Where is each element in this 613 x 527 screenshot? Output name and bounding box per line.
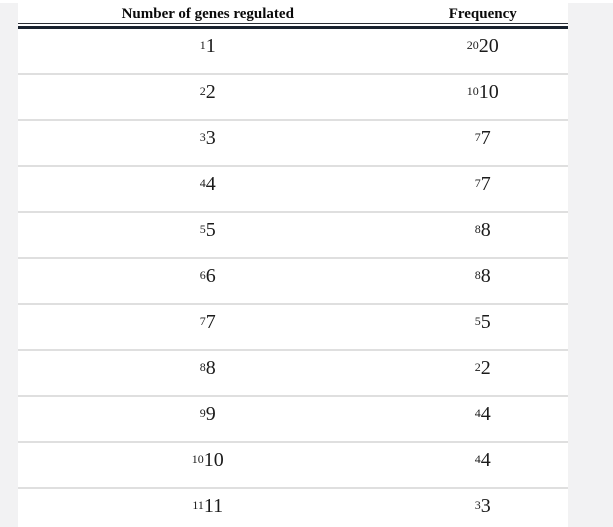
frequency-value-small: 20	[466, 38, 479, 52]
frequency-value-small: 3	[474, 498, 481, 512]
frequency-value: 20	[478, 35, 499, 57]
frequency-value-small: 7	[474, 176, 481, 190]
frequency-value: 4	[480, 403, 491, 425]
genes-value-small: 6	[199, 268, 206, 282]
table-row: 99 44	[18, 397, 568, 443]
table-row: 11 2020	[18, 29, 568, 75]
genes-value: 9	[205, 403, 216, 425]
frequency-cell: 2020	[398, 36, 569, 73]
column-header-genes: Number of genes regulated	[121, 6, 294, 22]
frequency-value: 5	[480, 311, 491, 333]
genes-cell: 22	[18, 82, 398, 119]
genes-value-small: 1	[199, 38, 206, 52]
genes-cell: 1010	[18, 450, 398, 487]
genes-cell: 99	[18, 404, 398, 441]
frequency-value-small: 4	[474, 406, 481, 420]
genes-value-small: 10	[191, 452, 204, 466]
table-row: 1010 44	[18, 443, 568, 489]
frequency-cell: 1010	[398, 82, 569, 119]
genes-value: 5	[205, 219, 216, 241]
genes-value-small: 8	[199, 360, 206, 374]
table-row: 88 22	[18, 351, 568, 397]
table-body: 11 2020 22 1010 33 77 44 77 55	[18, 29, 568, 527]
frequency-value-small: 4	[474, 452, 481, 466]
genes-value: 1	[205, 35, 216, 57]
genes-value-small: 9	[199, 406, 206, 420]
frequency-value: 7	[480, 127, 491, 149]
frequency-value: 8	[480, 265, 491, 287]
frequency-value: 10	[478, 81, 499, 103]
frequency-value: 4	[480, 449, 491, 471]
genes-cell: 55	[18, 220, 398, 257]
genes-cell: 66	[18, 266, 398, 303]
frequency-cell: 44	[398, 450, 569, 487]
frequency-value: 8	[480, 219, 491, 241]
genes-value: 8	[205, 357, 216, 379]
header-rule-thick	[18, 26, 568, 29]
genes-cell: 33	[18, 128, 398, 165]
genes-cell: 88	[18, 358, 398, 395]
frequency-cell: 88	[398, 220, 569, 257]
column-header-frequency: Frequency	[448, 6, 517, 22]
frequency-value: 3	[480, 495, 491, 517]
frequency-cell: 77	[398, 174, 569, 211]
table-row: 22 1010	[18, 75, 568, 121]
table-header: Number of genes regulated Frequency	[18, 0, 568, 22]
frequency-value-small: 7	[474, 130, 481, 144]
table-row: 33 77	[18, 121, 568, 167]
genes-value: 10	[203, 449, 224, 471]
frequency-value: 7	[480, 173, 491, 195]
genes-value-small: 7	[199, 314, 206, 328]
genes-value-small: 2	[199, 84, 206, 98]
table-row: 1111 33	[18, 489, 568, 527]
genes-value: 11	[203, 495, 224, 517]
header-rule-thin	[18, 23, 568, 24]
genes-value: 3	[205, 127, 216, 149]
right-page-margin	[568, 3, 613, 527]
frequency-table: Number of genes regulated Frequency 11 2…	[18, 0, 568, 527]
frequency-value-small: 5	[474, 314, 481, 328]
table-row: 55 88	[18, 213, 568, 259]
frequency-value: 2	[480, 357, 491, 379]
genes-cell: 1111	[18, 496, 398, 527]
frequency-value-small: 2	[474, 360, 481, 374]
genes-value-small: 4	[199, 176, 206, 190]
header-rule-gap	[18, 24, 568, 26]
genes-value: 4	[205, 173, 216, 195]
frequency-cell: 44	[398, 404, 569, 441]
frequency-cell: 22	[398, 358, 569, 395]
frequency-cell: 77	[398, 128, 569, 165]
genes-value: 7	[205, 311, 216, 333]
genes-value-small: 5	[199, 222, 206, 236]
frequency-cell: 55	[398, 312, 569, 349]
frequency-value-small: 8	[474, 268, 481, 282]
genes-value: 2	[205, 81, 216, 103]
frequency-value-small: 8	[474, 222, 481, 236]
frequency-value-small: 10	[466, 84, 479, 98]
table-row: 66 88	[18, 259, 568, 305]
table-row: 44 77	[18, 167, 568, 213]
left-page-margin	[0, 3, 18, 527]
genes-cell: 44	[18, 174, 398, 211]
frequency-cell: 88	[398, 266, 569, 303]
genes-cell: 11	[18, 36, 398, 73]
frequency-cell: 33	[398, 496, 569, 527]
genes-value-small: 3	[199, 130, 206, 144]
genes-value-small: 11	[192, 498, 204, 512]
genes-cell: 77	[18, 312, 398, 349]
table-row: 77 55	[18, 305, 568, 351]
genes-value: 6	[205, 265, 216, 287]
